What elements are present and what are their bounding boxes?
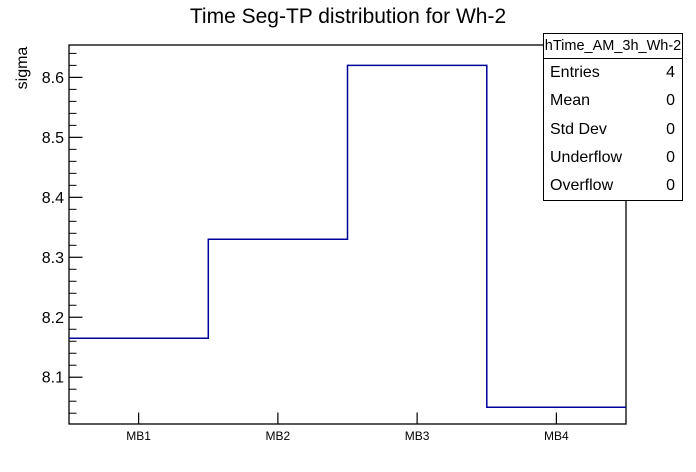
plot-frame <box>68 44 627 425</box>
stat-label: Overflow <box>550 176 614 194</box>
stats-box: hTime_AM_3h_Wh-2 Entries 4 Mean 0 Std De… <box>543 33 683 201</box>
y-tick-label: 8.4 <box>42 190 64 207</box>
stat-label: Std Dev <box>550 120 607 138</box>
stat-value: 0 <box>666 148 675 166</box>
chart-title: Time Seg-TP distribution for Wh-2 <box>189 5 507 28</box>
stat-row-mean: Mean 0 <box>544 87 682 115</box>
y-tick-label: 8.6 <box>42 70 64 87</box>
y-tick-label: 8.3 <box>42 250 64 267</box>
stat-row-overflow: Overflow 0 <box>544 172 682 200</box>
stats-box-title: hTime_AM_3h_Wh-2 <box>544 34 682 59</box>
x-tick-label: MB3 <box>405 429 430 443</box>
x-tick-label: MB1 <box>126 429 151 443</box>
x-tick-label: MB4 <box>544 429 569 443</box>
stat-label: Entries <box>550 64 600 82</box>
y-tick-label: 8.5 <box>42 130 64 147</box>
stat-value: 0 <box>666 92 675 110</box>
histogram-line <box>69 64 626 408</box>
stat-row-entries: Entries 4 <box>544 59 682 87</box>
y-axis-title: sigma <box>14 47 31 90</box>
stat-row-underflow: Underflow 0 <box>544 144 682 172</box>
stat-label: Mean <box>550 92 591 110</box>
y-tick-label: 8.2 <box>42 310 64 327</box>
stat-value: 4 <box>666 64 675 82</box>
stat-row-stddev: Std Dev 0 <box>544 115 682 143</box>
x-tick-label: MB2 <box>266 429 291 443</box>
stat-value: 0 <box>666 176 675 194</box>
stat-value: 0 <box>666 120 675 138</box>
stats-box-rows: Entries 4 Mean 0 Std Dev 0 Underflow 0 O… <box>544 59 682 200</box>
y-tick-label: 8.1 <box>42 370 64 387</box>
stat-label: Underflow <box>550 148 623 166</box>
